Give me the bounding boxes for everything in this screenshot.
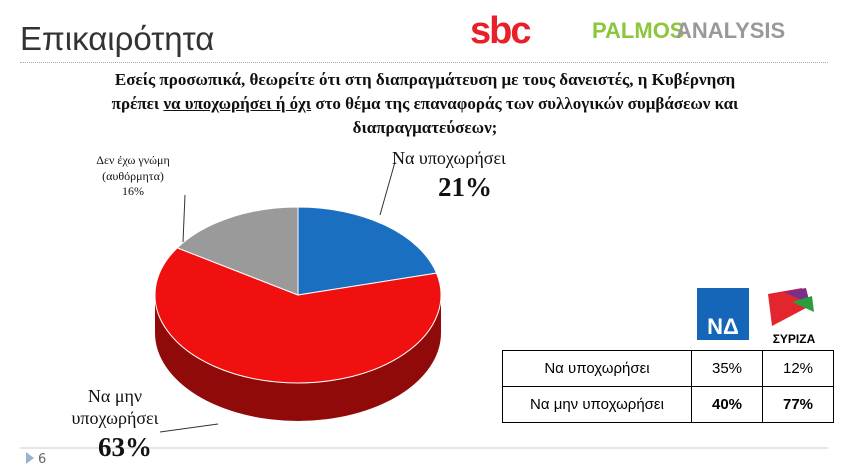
header-rule <box>20 62 828 63</box>
table-cell: Να υποχωρήσει <box>502 350 692 387</box>
pie <box>154 206 442 421</box>
footer-arrow <box>26 452 34 464</box>
pie-slice <box>154 247 442 384</box>
leader-line <box>159 423 219 433</box>
logo-palmos: PALMOS <box>592 18 685 43</box>
pie-slice <box>176 206 299 296</box>
logo-syriza-flag <box>768 288 814 326</box>
logo-sbc: sbc <box>470 10 532 52</box>
slice-value-label: 63% <box>98 432 152 462</box>
table-row: Να μην υποχωρήσει 40% 77% <box>502 386 834 423</box>
pie-slice <box>297 206 438 296</box>
table-cell: 77% <box>762 386 834 423</box>
logo-syriza: ΣΥΡΙΖΑ <box>762 286 826 346</box>
slice-value-label: 21% <box>438 172 492 202</box>
logo-syriza-text: ΣΥΡΙΖΑ <box>772 332 816 346</box>
logo-nd: ΝΔ <box>697 288 749 340</box>
results-table: Να υποχωρήσει 35% 12% Να μην υποχωρήσει … <box>502 350 834 423</box>
slice-value-label: 16% <box>122 184 144 198</box>
question: Εσείς προσωπικά, θεωρείτε ότι στη διαπρα… <box>110 68 740 140</box>
table-cell: Να μην υποχωρήσει <box>502 386 692 423</box>
slice-label: Δεν έχω γνώμη (αυθόρμητα) <box>96 153 170 183</box>
logo-analysis: ANALYSIS <box>676 18 786 43</box>
pie-slice-side <box>155 295 441 421</box>
table-cell: 12% <box>762 350 834 387</box>
leader-line <box>379 161 396 216</box>
question-part: Εσείς προσωπικά, θεωρείτε ότι στη διαπρα… <box>111 70 736 113</box>
slide-title: Επικαιρότητα <box>20 20 215 57</box>
table-row: Να υποχωρήσει 35% 12% <box>502 350 834 387</box>
logo-nd-text: ΝΔ <box>707 314 739 339</box>
leader-line <box>182 194 186 243</box>
question-part: στο θέμα της επαναφοράς των συλλογικών σ… <box>311 94 739 137</box>
table-cell: 35% <box>691 350 763 387</box>
slice-label: Να μην υποχωρήσει <box>71 386 159 428</box>
question-emphasis: να υποχωρήσει ή όχι <box>163 94 312 113</box>
page-number: 6 <box>38 452 47 467</box>
table-cell: 40% <box>691 386 763 423</box>
slice-label: Να υποχωρήσει <box>392 148 506 168</box>
